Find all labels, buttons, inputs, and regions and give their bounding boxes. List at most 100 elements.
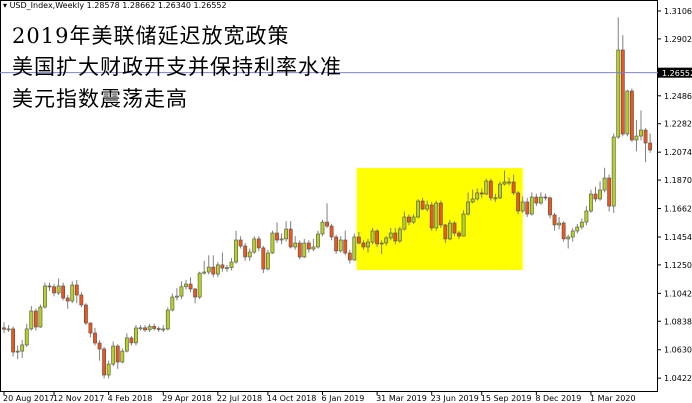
candle (461, 210, 466, 237)
candle-body-up (175, 295, 179, 298)
candle-body-up (379, 242, 384, 245)
candle (6, 325, 11, 332)
candle (347, 249, 352, 264)
candle-body-down (561, 222, 566, 240)
candle-body-down (407, 216, 411, 223)
candle-body-down (347, 252, 352, 261)
candle-body-up (461, 213, 466, 237)
candle (256, 236, 261, 252)
candle (634, 119, 639, 152)
candle (507, 177, 511, 186)
candle (275, 222, 279, 244)
x-tick-label: 15 Sep 2019 (481, 394, 532, 403)
candle-body-up (498, 183, 502, 199)
x-tick-label: 8 Dec 2019 (535, 394, 581, 403)
candle-body-up (184, 283, 188, 288)
candle-body-down (361, 242, 366, 248)
candle (529, 192, 534, 216)
candle (370, 227, 375, 245)
candle (302, 238, 307, 259)
candle (543, 193, 548, 201)
candle (452, 221, 457, 237)
candle (361, 240, 366, 250)
candle-body-up (634, 135, 639, 141)
candle-body-up (397, 228, 402, 242)
candle-body-down (488, 180, 493, 199)
candle-body-up (602, 177, 607, 191)
candle-body-down (93, 332, 97, 344)
candle (366, 238, 370, 253)
candle-body-down (429, 204, 434, 229)
candle (602, 167, 607, 193)
candle-body-up (202, 271, 207, 274)
candle (498, 181, 502, 200)
candle-body-up (215, 264, 220, 275)
triangle-down-icon[interactable]: ▾ (3, 1, 8, 10)
x-tick-label: 1 Mar 2020 (590, 394, 636, 403)
candle (188, 277, 193, 293)
candle (425, 200, 430, 212)
candle (97, 340, 102, 361)
candle-body-up (206, 266, 211, 273)
candle (525, 197, 530, 218)
candle (625, 89, 630, 137)
candle-body-up (120, 350, 125, 363)
symbol-timeframe: USD_Index,Weekly (9, 1, 85, 10)
candle-body-up (384, 237, 389, 244)
candle (384, 236, 389, 246)
candle (516, 191, 521, 215)
candle (225, 264, 229, 272)
candle (93, 327, 97, 346)
candle-body-up (402, 216, 407, 230)
candle-body-up (15, 350, 20, 353)
candle-body-up (388, 232, 393, 239)
y-tick-label: 1.06300 (664, 346, 692, 355)
candle (56, 278, 61, 295)
candle (620, 35, 625, 137)
candle (43, 282, 47, 309)
candle-body-down (33, 310, 38, 328)
candle (352, 233, 357, 261)
candle-body-up (29, 310, 34, 330)
candle-body-up (466, 201, 471, 215)
candle-body-down (643, 129, 648, 144)
chart-header: ▾ USD_Index,Weekly 1.28578 1.28662 1.263… (3, 1, 227, 10)
candle (102, 346, 107, 379)
candle (38, 304, 43, 328)
candle (147, 323, 152, 332)
candle (111, 341, 116, 367)
candle (589, 189, 593, 213)
candle (47, 282, 52, 291)
candle (420, 197, 425, 211)
current-price-label-bg (658, 67, 692, 78)
candle-body-down (152, 326, 157, 329)
annotation-line-3: 美元指数震荡走高 (12, 87, 188, 111)
x-tick-label: 4 Feb 2018 (108, 394, 153, 403)
y-tick-label: 1.04220 (664, 374, 692, 383)
candle (402, 211, 407, 231)
candle (397, 226, 402, 244)
candle (320, 219, 325, 237)
candle-body-down (11, 328, 16, 353)
candle (584, 206, 589, 226)
candle-body-up (20, 344, 25, 352)
candle-body-down (479, 192, 484, 195)
candle-body-down (52, 286, 56, 294)
candle-body-up (265, 252, 270, 270)
candle-body-up (225, 267, 229, 269)
candle-body-up (475, 192, 480, 200)
candle (134, 325, 138, 346)
candle (261, 245, 266, 274)
candle (74, 279, 79, 304)
candle-body-up (434, 202, 439, 229)
candle (84, 303, 88, 326)
y-tick-label: 1.16620 (664, 205, 692, 214)
candle (265, 249, 270, 271)
candle-body-up (70, 284, 75, 302)
candle-body-down (256, 238, 261, 249)
candle (179, 281, 184, 300)
candle-body-down (329, 225, 334, 238)
candle-body-down (243, 245, 248, 258)
y-tick-label: 1.29020 (664, 35, 692, 44)
